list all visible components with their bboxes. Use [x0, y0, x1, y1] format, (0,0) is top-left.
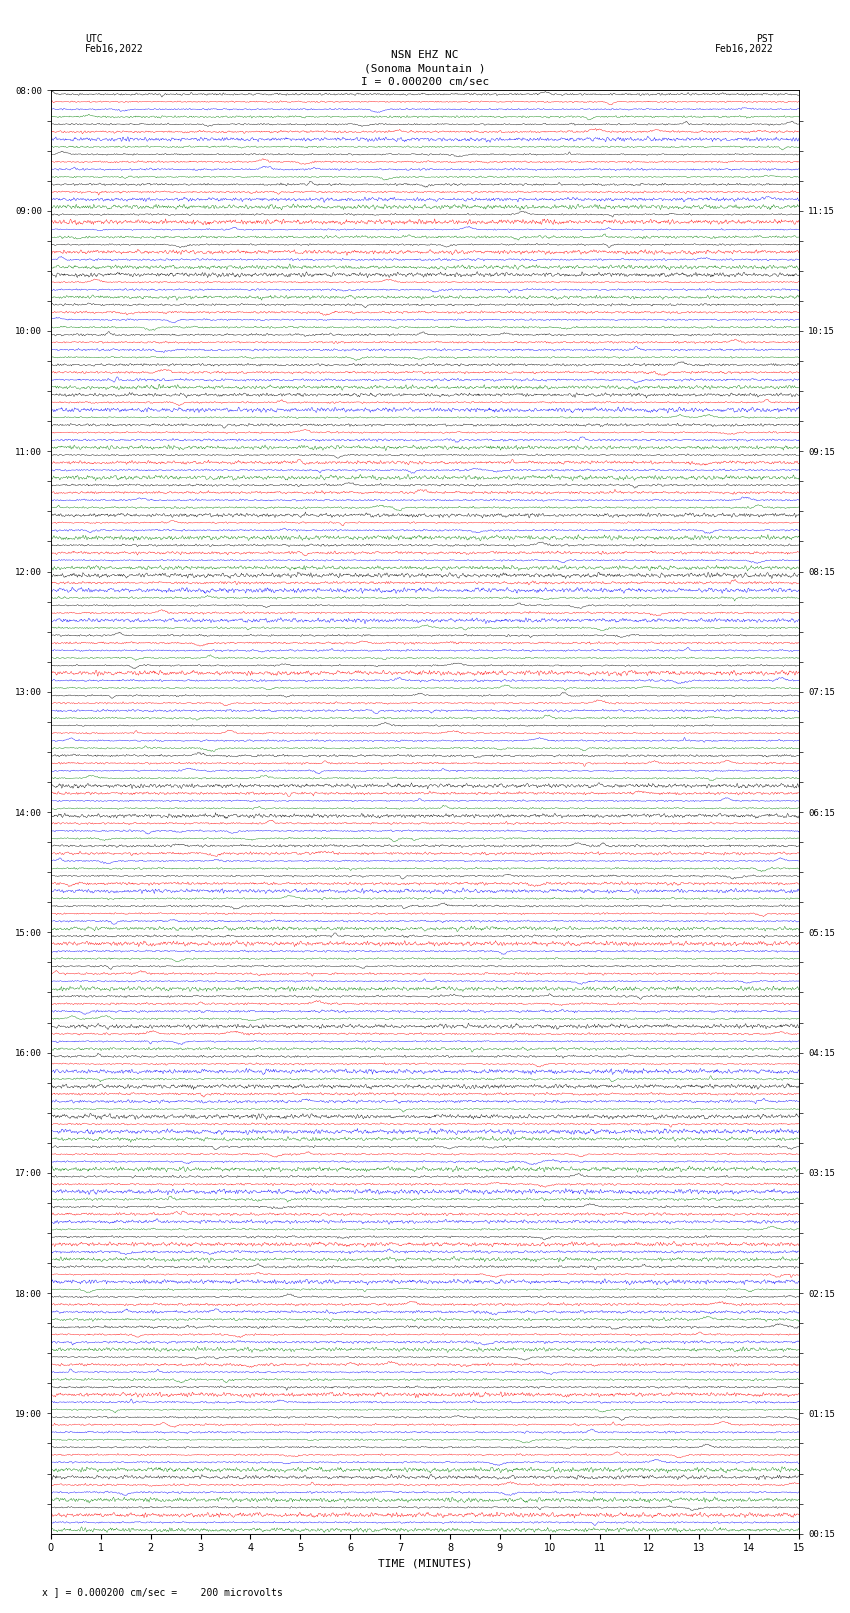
Text: x ] = 0.000200 cm/sec =    200 microvolts: x ] = 0.000200 cm/sec = 200 microvolts — [42, 1587, 283, 1597]
Title: NSN EHZ NC
(Sonoma Mountain )
I = 0.000200 cm/sec: NSN EHZ NC (Sonoma Mountain ) I = 0.0002… — [361, 50, 489, 87]
Text: Feb16,2022: Feb16,2022 — [715, 44, 774, 53]
X-axis label: TIME (MINUTES): TIME (MINUTES) — [377, 1560, 473, 1569]
Text: Feb16,2022: Feb16,2022 — [85, 44, 144, 53]
Text: UTC: UTC — [85, 34, 103, 44]
Text: PST: PST — [756, 34, 774, 44]
